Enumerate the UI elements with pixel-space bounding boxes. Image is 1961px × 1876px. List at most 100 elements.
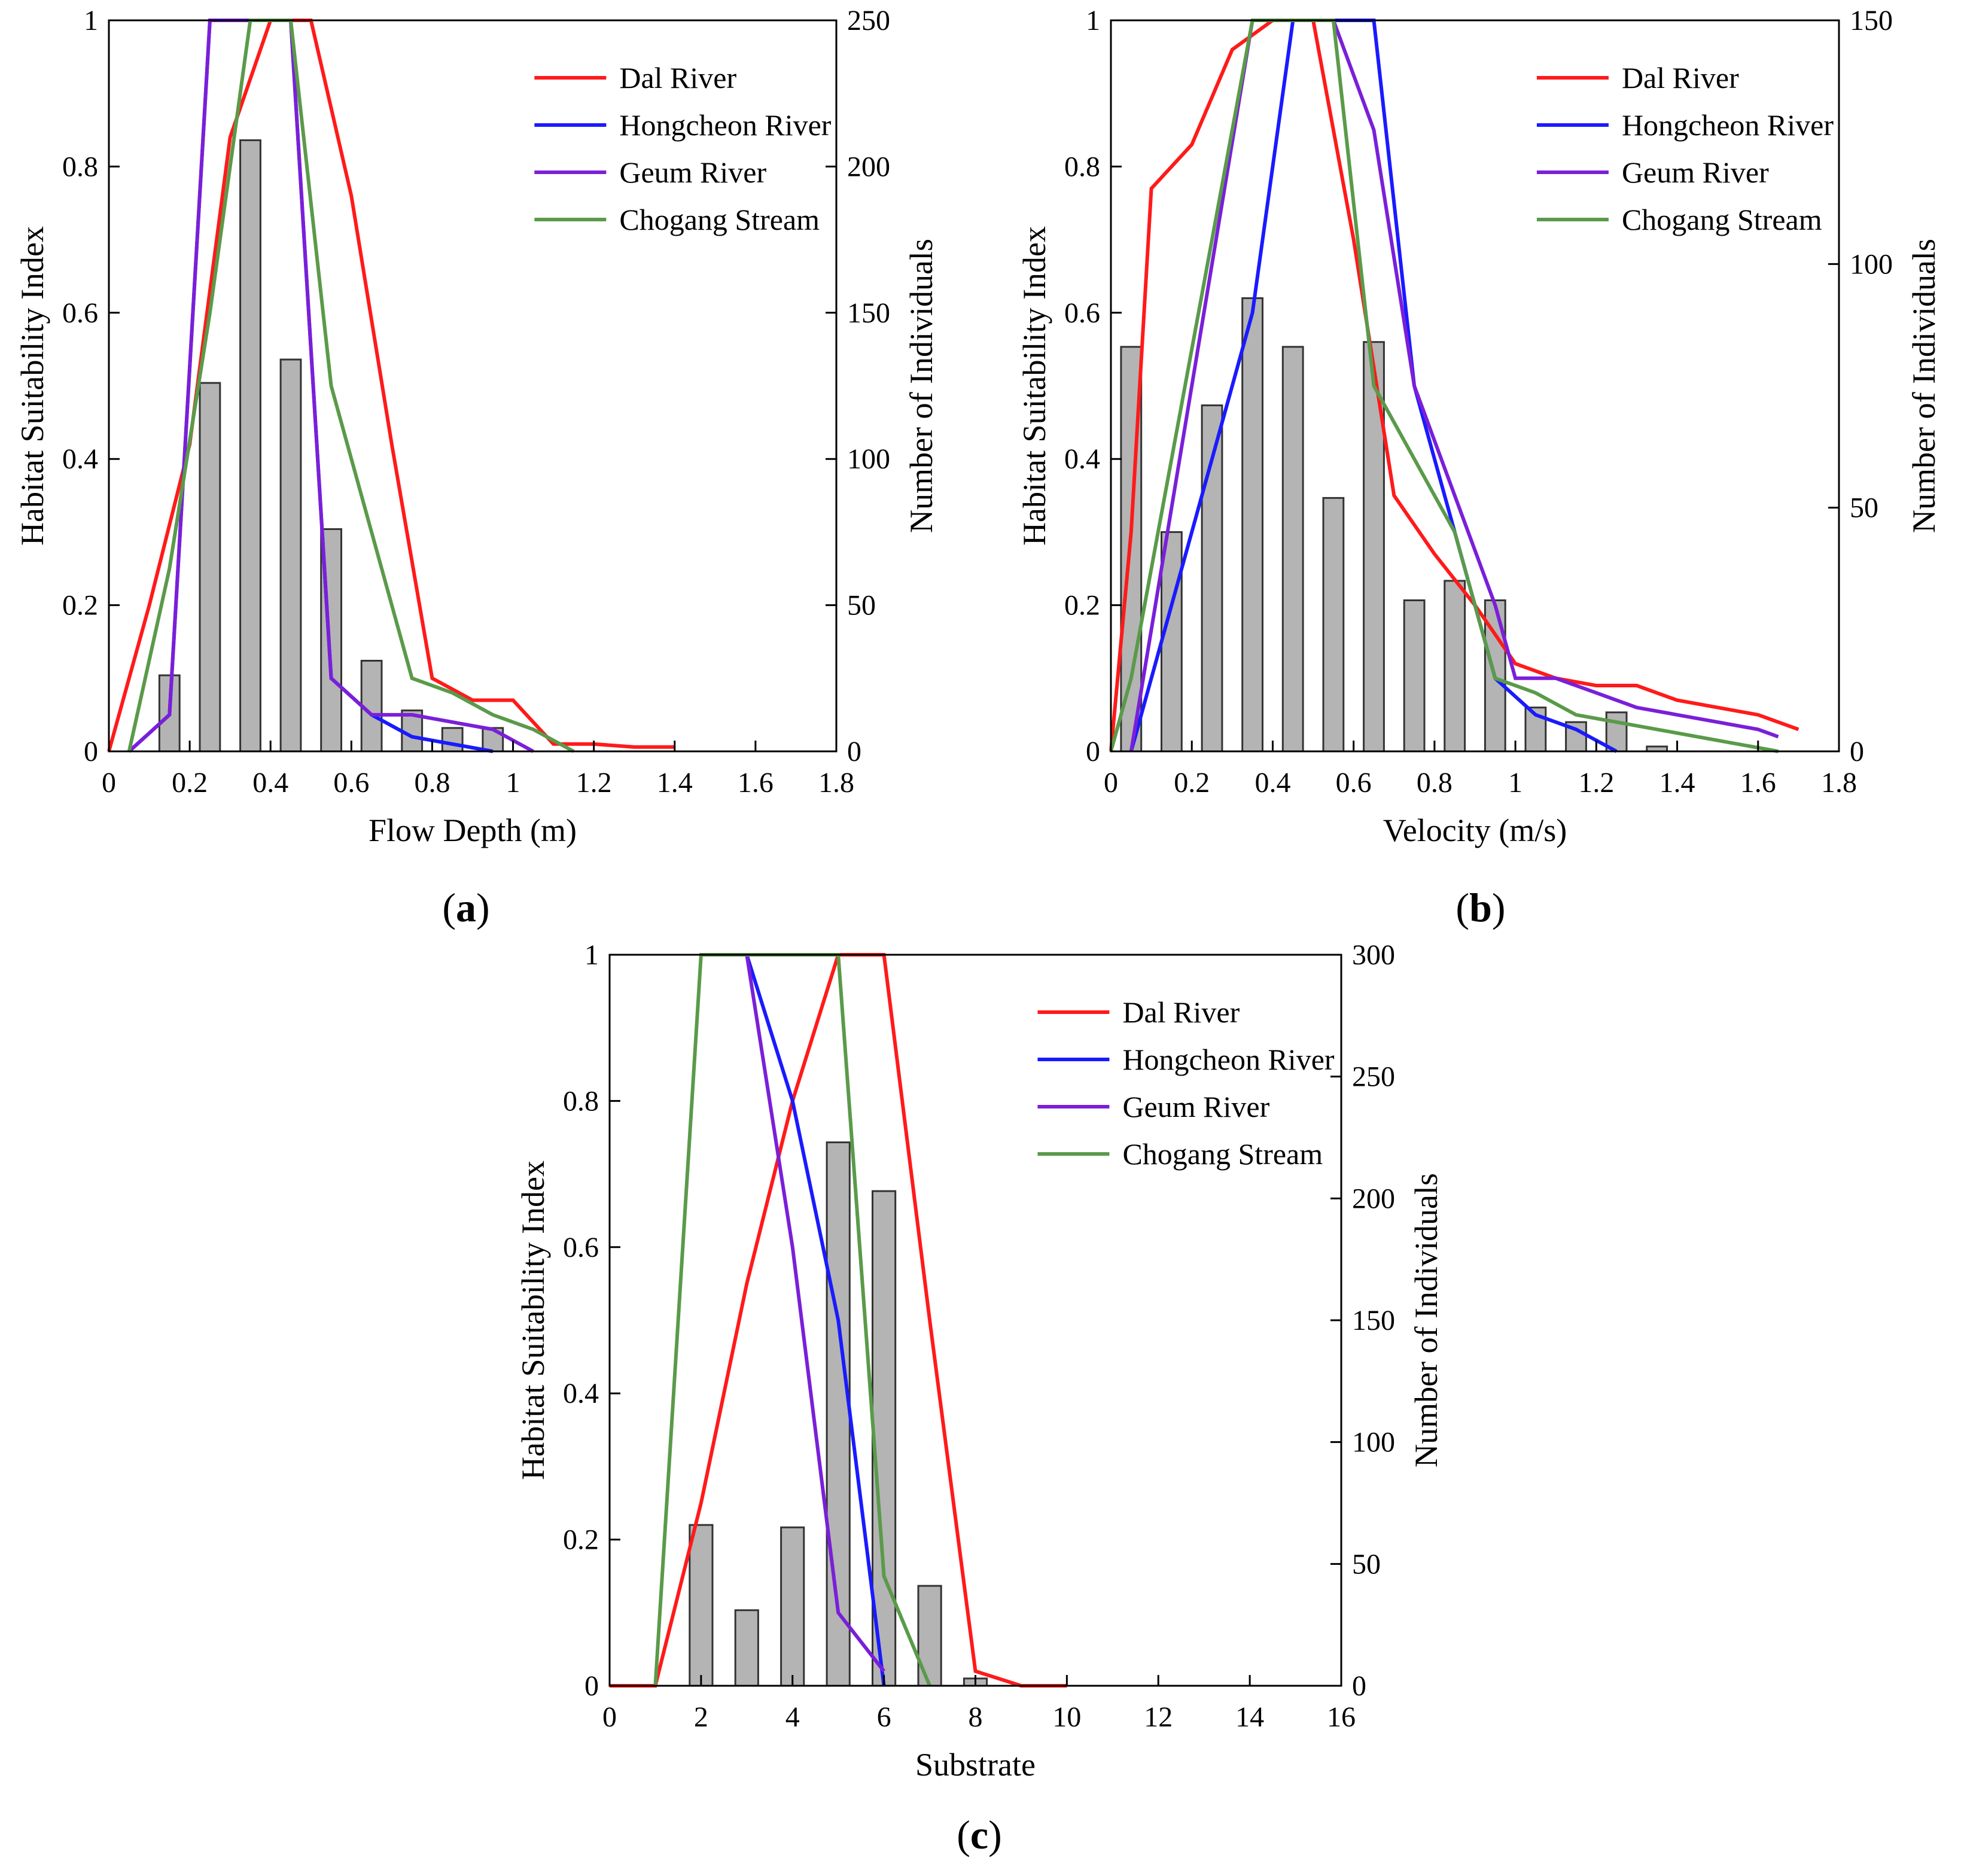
panel-label-letter: c (970, 1812, 988, 1857)
y-tick-label: 0.2 (1064, 590, 1100, 622)
histogram-bar (689, 1524, 714, 1687)
x-tick-label: 1.2 (576, 767, 612, 799)
histogram-bar (279, 358, 302, 753)
histogram-bar (1322, 497, 1345, 753)
panel-label: (c) (957, 1812, 1002, 1857)
x-tick-label: 1.2 (1578, 767, 1614, 799)
x-tick-label: 0.6 (1336, 767, 1372, 799)
x-tick-label: 0.2 (172, 767, 208, 799)
y2-tick-label: 100 (1850, 248, 1893, 280)
y-tick-label: 0.8 (1064, 151, 1100, 182)
x-tick-label: 0 (1104, 767, 1118, 799)
y2-axis-title: Number of Individuals (903, 239, 939, 533)
legend-label: Chogang Stream (1622, 203, 1822, 236)
x-tick-label: 0.2 (1174, 767, 1210, 799)
x-tick-label: 0.4 (1254, 767, 1290, 799)
y-tick-label: 0 (584, 1670, 599, 1702)
y2-tick-label: 150 (847, 297, 890, 329)
y-tick-label: 1 (1086, 5, 1100, 36)
y-tick-label: 1 (584, 939, 599, 971)
y-tick-label: 0 (84, 736, 98, 768)
x-tick-label: 1.4 (1659, 767, 1695, 799)
y-tick-label: 0.4 (563, 1378, 599, 1409)
x-tick-label: 0.8 (414, 767, 450, 799)
y2-tick-label: 0 (1352, 1670, 1366, 1702)
series-line-chogang-stream (127, 19, 575, 753)
y-axis-title: Habitat Suitability Index (515, 1161, 551, 1480)
x-tick-label: 0.4 (252, 767, 288, 799)
histogram-bar (1241, 297, 1263, 753)
series-line-geum-river (127, 19, 534, 753)
panel-c-substrate-chart: 0 2 4 6 8 10 12 14 1600.20.40.60.810501001502002… (515, 939, 1444, 1857)
series-line-dal-river (107, 19, 675, 752)
y-tick-label: 0.4 (62, 443, 98, 475)
y2-tick-label: 200 (1352, 1183, 1395, 1214)
panel-a-flow-depth-chart: 0 0.2 0.4 0.6 0.8 1 1.2 1.4 1.6 1.800.20.40.60.81… (14, 5, 939, 930)
panel-label-open-paren: ( (957, 1812, 970, 1857)
series-line-hongcheon-river (745, 954, 886, 1686)
x-tick-label: 0.8 (1417, 767, 1453, 799)
y2-tick-label: 50 (1850, 492, 1878, 524)
x-tick-label: 1.8 (1821, 767, 1857, 799)
histogram-bar (199, 382, 221, 753)
y-tick-label: 0.2 (563, 1524, 599, 1556)
histogram-bar (441, 727, 464, 753)
x-tick-label: 6 (877, 1701, 891, 1733)
y2-tick-label: 0 (847, 736, 861, 768)
x-tick-label: 0.6 (333, 767, 369, 799)
legend-label: Dal River (1122, 995, 1240, 1029)
panel-label-close-paren: ) (988, 1812, 1002, 1857)
legend-label: Geum River (1622, 156, 1769, 189)
y2-tick-label: 250 (847, 5, 890, 36)
panel-label: (b) (1455, 885, 1505, 930)
panel-label-close-paren: ) (476, 885, 490, 930)
x-tick-label: 0 (602, 1701, 617, 1733)
y-tick-label: 0.8 (62, 151, 98, 182)
histogram-bar (1161, 531, 1183, 753)
y2-tick-label: 50 (847, 590, 876, 622)
y-axis-title: Habitat Suitability Index (1016, 226, 1052, 546)
legend-label: Chogang Stream (619, 203, 820, 236)
y2-tick-label: 150 (1352, 1305, 1395, 1336)
x-tick-label: 1 (1508, 767, 1522, 799)
x-tick-label: 1.8 (818, 767, 854, 799)
y-tick-label: 0.4 (1064, 443, 1100, 475)
y-tick-label: 0.8 (563, 1085, 599, 1117)
legend-label: Dal River (619, 61, 736, 95)
y2-tick-label: 100 (1352, 1427, 1395, 1458)
x-tick-label: 12 (1144, 1701, 1173, 1733)
panel-label-open-paren: ( (1455, 885, 1469, 930)
y-tick-label: 0.6 (1064, 297, 1100, 329)
x-tick-label: 8 (969, 1701, 983, 1733)
y2-tick-label: 300 (1352, 939, 1395, 971)
legend-label: Hongcheon River (619, 108, 831, 142)
x-tick-label: 14 (1235, 1701, 1264, 1733)
plot-frame (1110, 19, 1840, 753)
x-axis-title: Flow Depth (m) (369, 812, 577, 848)
y2-tick-label: 0 (1850, 736, 1864, 768)
y2-tick-label: 200 (847, 151, 890, 182)
y-tick-label: 0.6 (563, 1232, 599, 1263)
histogram-bar (734, 1609, 759, 1687)
y2-axis-title: Number of Individuals (1906, 239, 1942, 533)
x-axis-title: Velocity (m/s) (1383, 812, 1567, 848)
legend-label: Hongcheon River (1622, 108, 1834, 142)
histogram-bar (780, 1526, 805, 1687)
panel-label-close-paren: ) (1492, 885, 1506, 930)
x-tick-label: 10 (1052, 1701, 1081, 1733)
histogram-bar (1281, 346, 1304, 753)
panel-b-velocity-chart: 0 0.2 0.4 0.6 0.8 1 1.2 1.4 1.6 1.800.20.40.60.81… (1016, 5, 1942, 930)
panel-label: (a) (442, 885, 489, 930)
y2-tick-label: 100 (847, 443, 890, 475)
x-tick-label: 1.6 (738, 767, 774, 799)
histogram-bar (1403, 599, 1426, 753)
series-line-geum-river (1129, 19, 1779, 752)
plot-frame (108, 19, 838, 753)
x-axis-title: Substrate (915, 1747, 1036, 1783)
y-tick-label: 0 (1086, 736, 1100, 768)
panel-label-letter: a (456, 885, 476, 930)
x-tick-label: 1 (506, 767, 520, 799)
y-tick-label: 1 (84, 5, 98, 36)
